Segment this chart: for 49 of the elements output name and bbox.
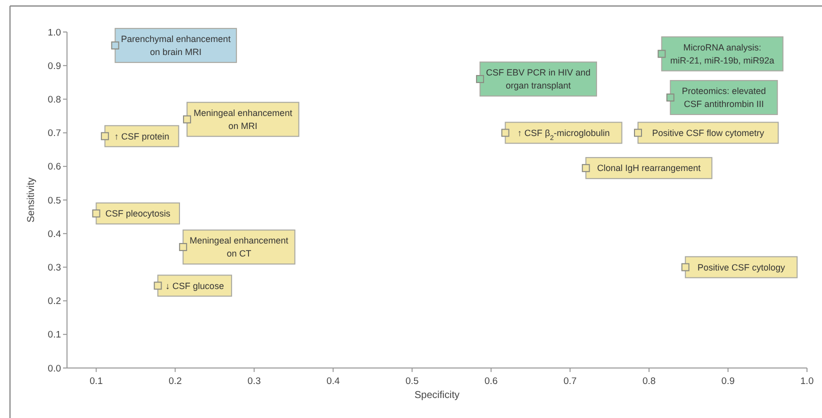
point: [666, 94, 674, 102]
annotation: MicroRNA analysis: miR-21, miR-19b, miR92a: [670, 42, 774, 66]
x-tick-label: 0.7: [563, 376, 577, 387]
annotation: Meningeal enhancement on CT: [190, 236, 289, 259]
x-tick-label: 0.3: [248, 376, 261, 387]
annotation: CSF EBV PCR in HIV and organ transplant: [486, 68, 591, 91]
point: [476, 75, 484, 84]
x-tick-label: 0.5: [406, 376, 419, 387]
annotation: CSF pleocytosis: [105, 208, 171, 219]
annotation: Positive CSF flow cytometry: [652, 128, 765, 138]
y-tick-label: 0.8: [48, 94, 61, 106]
x-tick-label: 0.9: [721, 376, 735, 387]
y-tick-label: 0.1: [48, 330, 61, 341]
y-tick-label: 0.9: [48, 60, 61, 72]
x-tick-label: 0.1: [90, 376, 103, 387]
point: [582, 164, 590, 172]
annotation: Parenchymal enhancement on brain MRI: [121, 34, 232, 58]
point: [100, 132, 109, 140]
annotation: Clonal IgH rearrangement: [597, 163, 702, 174]
x-axis-title: Specificity: [414, 390, 460, 401]
annotation: Proteomics: elevated CSF antithrombin III: [682, 86, 766, 110]
y-tick-label: 1.0: [48, 27, 61, 38]
y-tick-label: 0.2: [48, 296, 61, 308]
y-tick-label: 0.0: [48, 363, 61, 374]
y-tick-label: 0.4: [48, 228, 61, 240]
point: [111, 41, 120, 50]
x-tick-label: 0.4: [326, 376, 340, 387]
y-tick-label: 0.3: [48, 262, 61, 274]
x-tick-label: 0.2: [168, 376, 182, 387]
point: [92, 209, 100, 218]
annotation: ↑ CSF protein: [114, 131, 170, 142]
point: [634, 128, 642, 137]
annotation: Meningeal enhancement on MRI: [194, 108, 293, 132]
point: [179, 243, 188, 252]
y-axis-title: Sensitivity: [26, 177, 37, 223]
annotation: Positive CSF cytology: [697, 262, 786, 272]
point: [658, 50, 666, 58]
x-tick-label: 0.8: [642, 376, 656, 387]
y-tick-label: 0.6: [48, 162, 61, 173]
x-tick-label: 0.6: [484, 376, 498, 387]
y-tick-label: 0.5: [48, 195, 61, 206]
point: [681, 263, 690, 272]
y-tick-label: 0.7: [48, 128, 61, 140]
annotation: ↑ CSF β$_{2}$-microglobulin: [517, 128, 610, 142]
point: [183, 115, 192, 124]
x-tick-label: 1.0: [800, 376, 814, 387]
point: [154, 282, 162, 290]
annotation: ↓ CSF glucose: [165, 280, 224, 291]
point: [501, 128, 510, 137]
